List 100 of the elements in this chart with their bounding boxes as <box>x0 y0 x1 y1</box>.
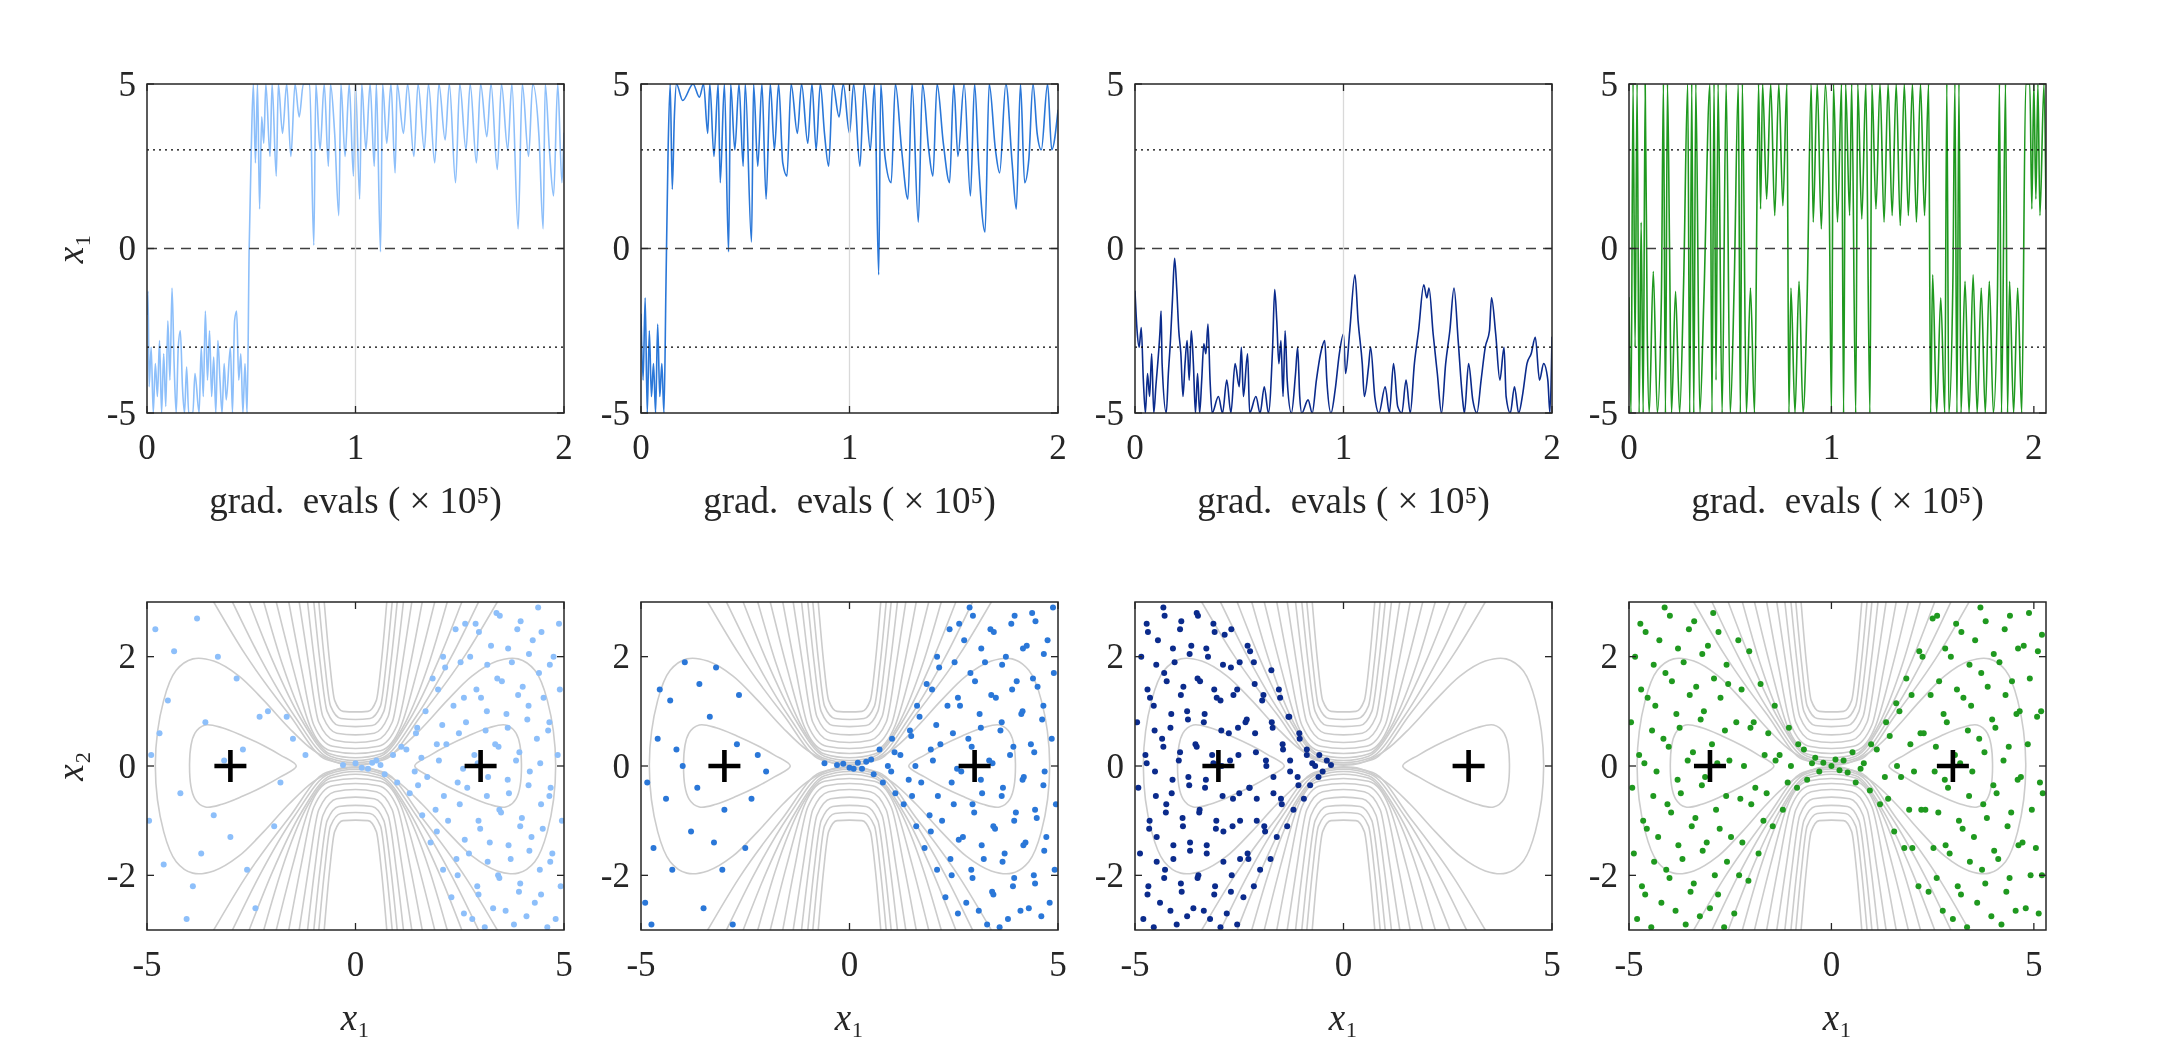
x-tick-label: 5 <box>555 944 573 984</box>
x-tick-label: 1 <box>1822 427 1841 467</box>
line-series <box>147 84 564 413</box>
y-tick-label: -2 <box>1094 855 1124 895</box>
x-axis-title: grad. evals ( × 10⁵) <box>1691 479 1984 522</box>
line-series <box>781 602 918 750</box>
y-tick-label: 5 <box>612 64 630 104</box>
line-series <box>812 602 887 721</box>
line-series <box>812 811 887 930</box>
line-series <box>1800 819 1863 930</box>
line-series <box>323 602 388 713</box>
y-tick-label: -5 <box>1094 393 1124 433</box>
y-tick-label: 0 <box>118 229 136 268</box>
y-tick-label: -2 <box>1588 855 1618 895</box>
line-series <box>781 782 918 930</box>
line-series <box>807 804 892 930</box>
x-tick-label: 5 <box>2025 944 2043 984</box>
line-series <box>1311 602 1376 713</box>
line-series <box>1294 602 1393 736</box>
line-series <box>792 788 907 930</box>
x-axis-title: x₁ <box>1821 996 1853 1038</box>
line-series <box>800 602 899 736</box>
line-series <box>1629 84 2046 413</box>
y-tick-label: -2 <box>600 855 630 895</box>
line-series <box>1311 819 1376 930</box>
x-tick-label: 5 <box>1049 944 1067 984</box>
line-series <box>298 788 413 930</box>
line-series <box>817 819 882 930</box>
x-tick-label: 2 <box>1049 427 1067 467</box>
line-series <box>1301 602 1386 728</box>
line-series <box>306 796 405 930</box>
y-tick-label: 0 <box>1106 229 1124 268</box>
x-tick-label: 0 <box>1822 944 1841 984</box>
x-tick-label: 2 <box>2025 427 2043 467</box>
line-series <box>792 602 907 744</box>
line-series <box>306 602 405 736</box>
y-tick-label: -5 <box>600 393 630 433</box>
y-tick-label: 0 <box>612 229 630 268</box>
line-series <box>287 602 424 750</box>
line-series <box>313 602 398 728</box>
line-series <box>287 782 424 930</box>
line-series <box>1775 788 1887 930</box>
line-series <box>1800 602 1863 713</box>
line-series <box>298 602 413 744</box>
line-series <box>1765 602 1897 750</box>
line-series <box>800 796 899 930</box>
line-series <box>1790 804 1873 930</box>
y-tick-label: 0 <box>1106 746 1124 786</box>
x-axis-title: grad. evals ( × 10⁵) <box>209 479 502 522</box>
x-axis-title: grad. evals ( × 10⁵) <box>703 479 996 522</box>
y-tick-label: 2 <box>118 637 136 677</box>
line-series <box>318 602 393 721</box>
line-series <box>1790 602 1873 728</box>
y-tick-label: 0 <box>1600 229 1618 268</box>
line-series <box>1306 602 1381 721</box>
line-series <box>313 804 398 930</box>
line-series <box>817 602 882 713</box>
x-tick-label: 5 <box>1543 944 1561 984</box>
y-tick-label: 5 <box>1600 64 1618 104</box>
x-tick-label: 1 <box>1334 427 1353 467</box>
x-tick-label: 0 <box>346 944 365 984</box>
y-tick-label: 5 <box>1106 64 1124 104</box>
line-series <box>1795 811 1868 930</box>
x-axis-title: x₁ <box>1327 996 1359 1038</box>
y-tick-label: -5 <box>106 393 136 433</box>
y-axis-title: x₂ <box>49 751 91 782</box>
line-series <box>1784 602 1879 736</box>
y-tick-label: 0 <box>118 746 136 786</box>
x-axis-title: grad. evals ( × 10⁵) <box>1197 479 1490 522</box>
line-series <box>641 84 1058 413</box>
y-tick-label: 2 <box>1106 637 1124 677</box>
line-series <box>1306 811 1381 930</box>
line-series <box>318 811 393 930</box>
line-series <box>1784 796 1879 930</box>
y-tick-label: -2 <box>106 855 136 895</box>
x-tick-label: 1 <box>840 427 859 467</box>
x-tick-label: 2 <box>1543 427 1561 467</box>
x-tick-label: 0 <box>1334 944 1353 984</box>
y-tick-label: 0 <box>1600 746 1618 786</box>
x-axis-title: x₁ <box>833 996 865 1038</box>
line-series <box>1275 602 1412 750</box>
line-series <box>1775 602 1887 744</box>
y-tick-label: 5 <box>118 64 136 104</box>
y-tick-label: 0 <box>612 746 630 786</box>
line-series <box>323 819 388 930</box>
line-series <box>807 602 892 728</box>
x-tick-label: 0 <box>840 944 859 984</box>
line-series <box>1135 257 1552 413</box>
x-tick-label: 1 <box>346 427 365 467</box>
line-series <box>1286 788 1401 930</box>
line-series <box>1301 804 1386 930</box>
y-axis-title: x₁ <box>49 233 91 265</box>
line-series <box>1294 796 1393 930</box>
x-tick-label: 2 <box>555 427 573 467</box>
x-axis-title: x₁ <box>339 996 371 1038</box>
y-tick-label: 2 <box>1600 637 1618 677</box>
line-series <box>1286 602 1401 744</box>
line-series <box>1795 602 1868 721</box>
line-series <box>1275 782 1412 930</box>
y-tick-label: -5 <box>1588 393 1618 433</box>
